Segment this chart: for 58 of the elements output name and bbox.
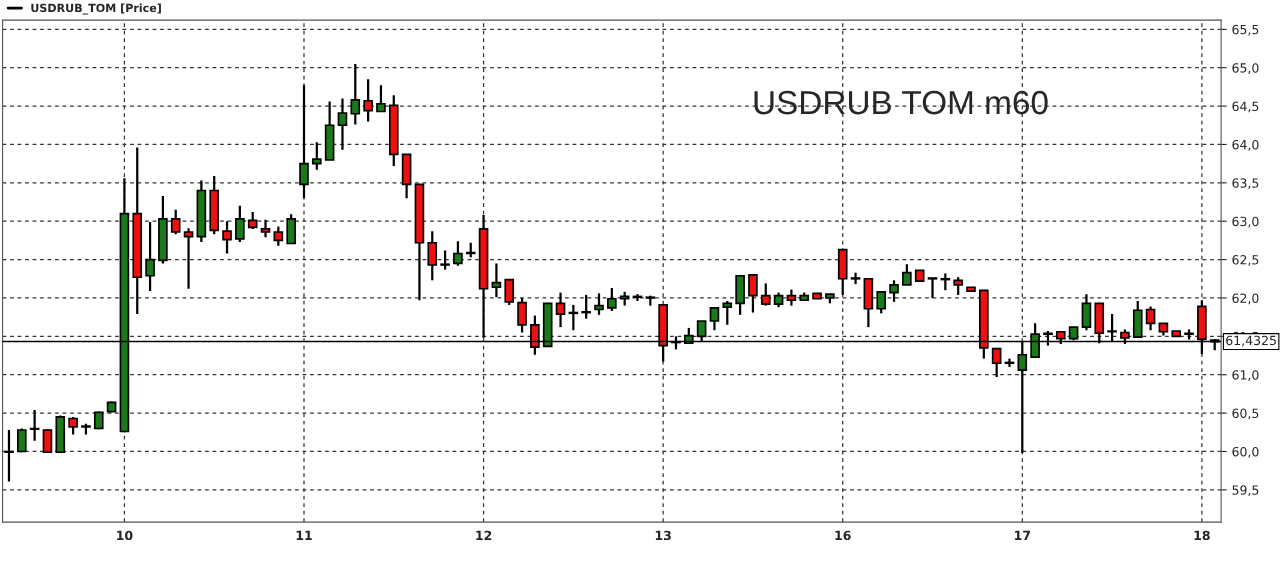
candlestick — [453, 240, 463, 267]
candlestick — [517, 296, 527, 334]
candlestick — [504, 278, 515, 306]
candlestick — [1145, 305, 1156, 332]
ref-line-label: 61,4325 — [1226, 335, 1276, 347]
candlestick — [427, 230, 438, 282]
y-tick-label: 60,5 — [1232, 408, 1259, 420]
candlestick — [607, 286, 617, 313]
y-tick-label: 63,0 — [1232, 216, 1259, 228]
y-tick-label: 65,0 — [1232, 63, 1259, 74]
candlestick — [222, 220, 232, 255]
y-tick-label: 60,0 — [1232, 446, 1259, 458]
candlestick — [748, 273, 758, 314]
y-tick-label: 64,5 — [1232, 101, 1259, 113]
candlestick — [235, 204, 245, 244]
candlestick — [145, 220, 155, 293]
candlestick — [889, 279, 899, 303]
candlestick — [170, 208, 181, 236]
candlestick — [850, 271, 861, 286]
y-tick-label: 63,5 — [1232, 178, 1259, 190]
legend-label: USDRUB_TOM [Price] — [31, 3, 161, 15]
x-tick-label: 11 — [296, 530, 312, 540]
candlestick — [4, 428, 14, 483]
candlestick — [260, 218, 271, 239]
candlestick — [337, 97, 348, 151]
candlestick — [299, 84, 309, 200]
candlestick — [312, 141, 322, 171]
y-tick-label: 61,0 — [1232, 370, 1259, 381]
candlestick — [876, 290, 887, 315]
candlestick — [709, 306, 720, 332]
x-tick-label: 18 — [1194, 530, 1210, 541]
candlestick — [722, 299, 733, 326]
x-tick-label: 12 — [476, 530, 492, 540]
x-tick-label: 17 — [1015, 530, 1031, 540]
y-tick-label: 62,5 — [1232, 255, 1259, 266]
candlestick — [183, 227, 194, 290]
x-tick-label: 16 — [835, 530, 851, 541]
candlestick — [1081, 293, 1092, 332]
candlestick — [991, 347, 1002, 379]
y-tick-label: 64,0 — [1232, 139, 1259, 151]
y-tick-label: 59,5 — [1232, 485, 1259, 497]
candlestick — [491, 262, 502, 299]
x-tick-label: 10 — [117, 530, 133, 541]
x-tick-label: 13 — [655, 530, 671, 541]
candlestick — [760, 282, 771, 307]
candlestick — [555, 291, 566, 329]
y-tick-label: 62,0 — [1232, 293, 1259, 305]
y-tick-label: 65,5 — [1232, 24, 1259, 36]
candlestick — [350, 62, 361, 126]
candlestick — [440, 249, 450, 271]
candlestick — [273, 225, 284, 247]
candlestick — [927, 276, 938, 300]
candlestick — [902, 263, 912, 287]
text: USDRUB TOM m60 — [754, 90, 1048, 115]
candlestick — [376, 84, 386, 113]
candlestick — [594, 292, 604, 316]
candlestick — [363, 78, 373, 123]
candlestick — [581, 293, 591, 320]
